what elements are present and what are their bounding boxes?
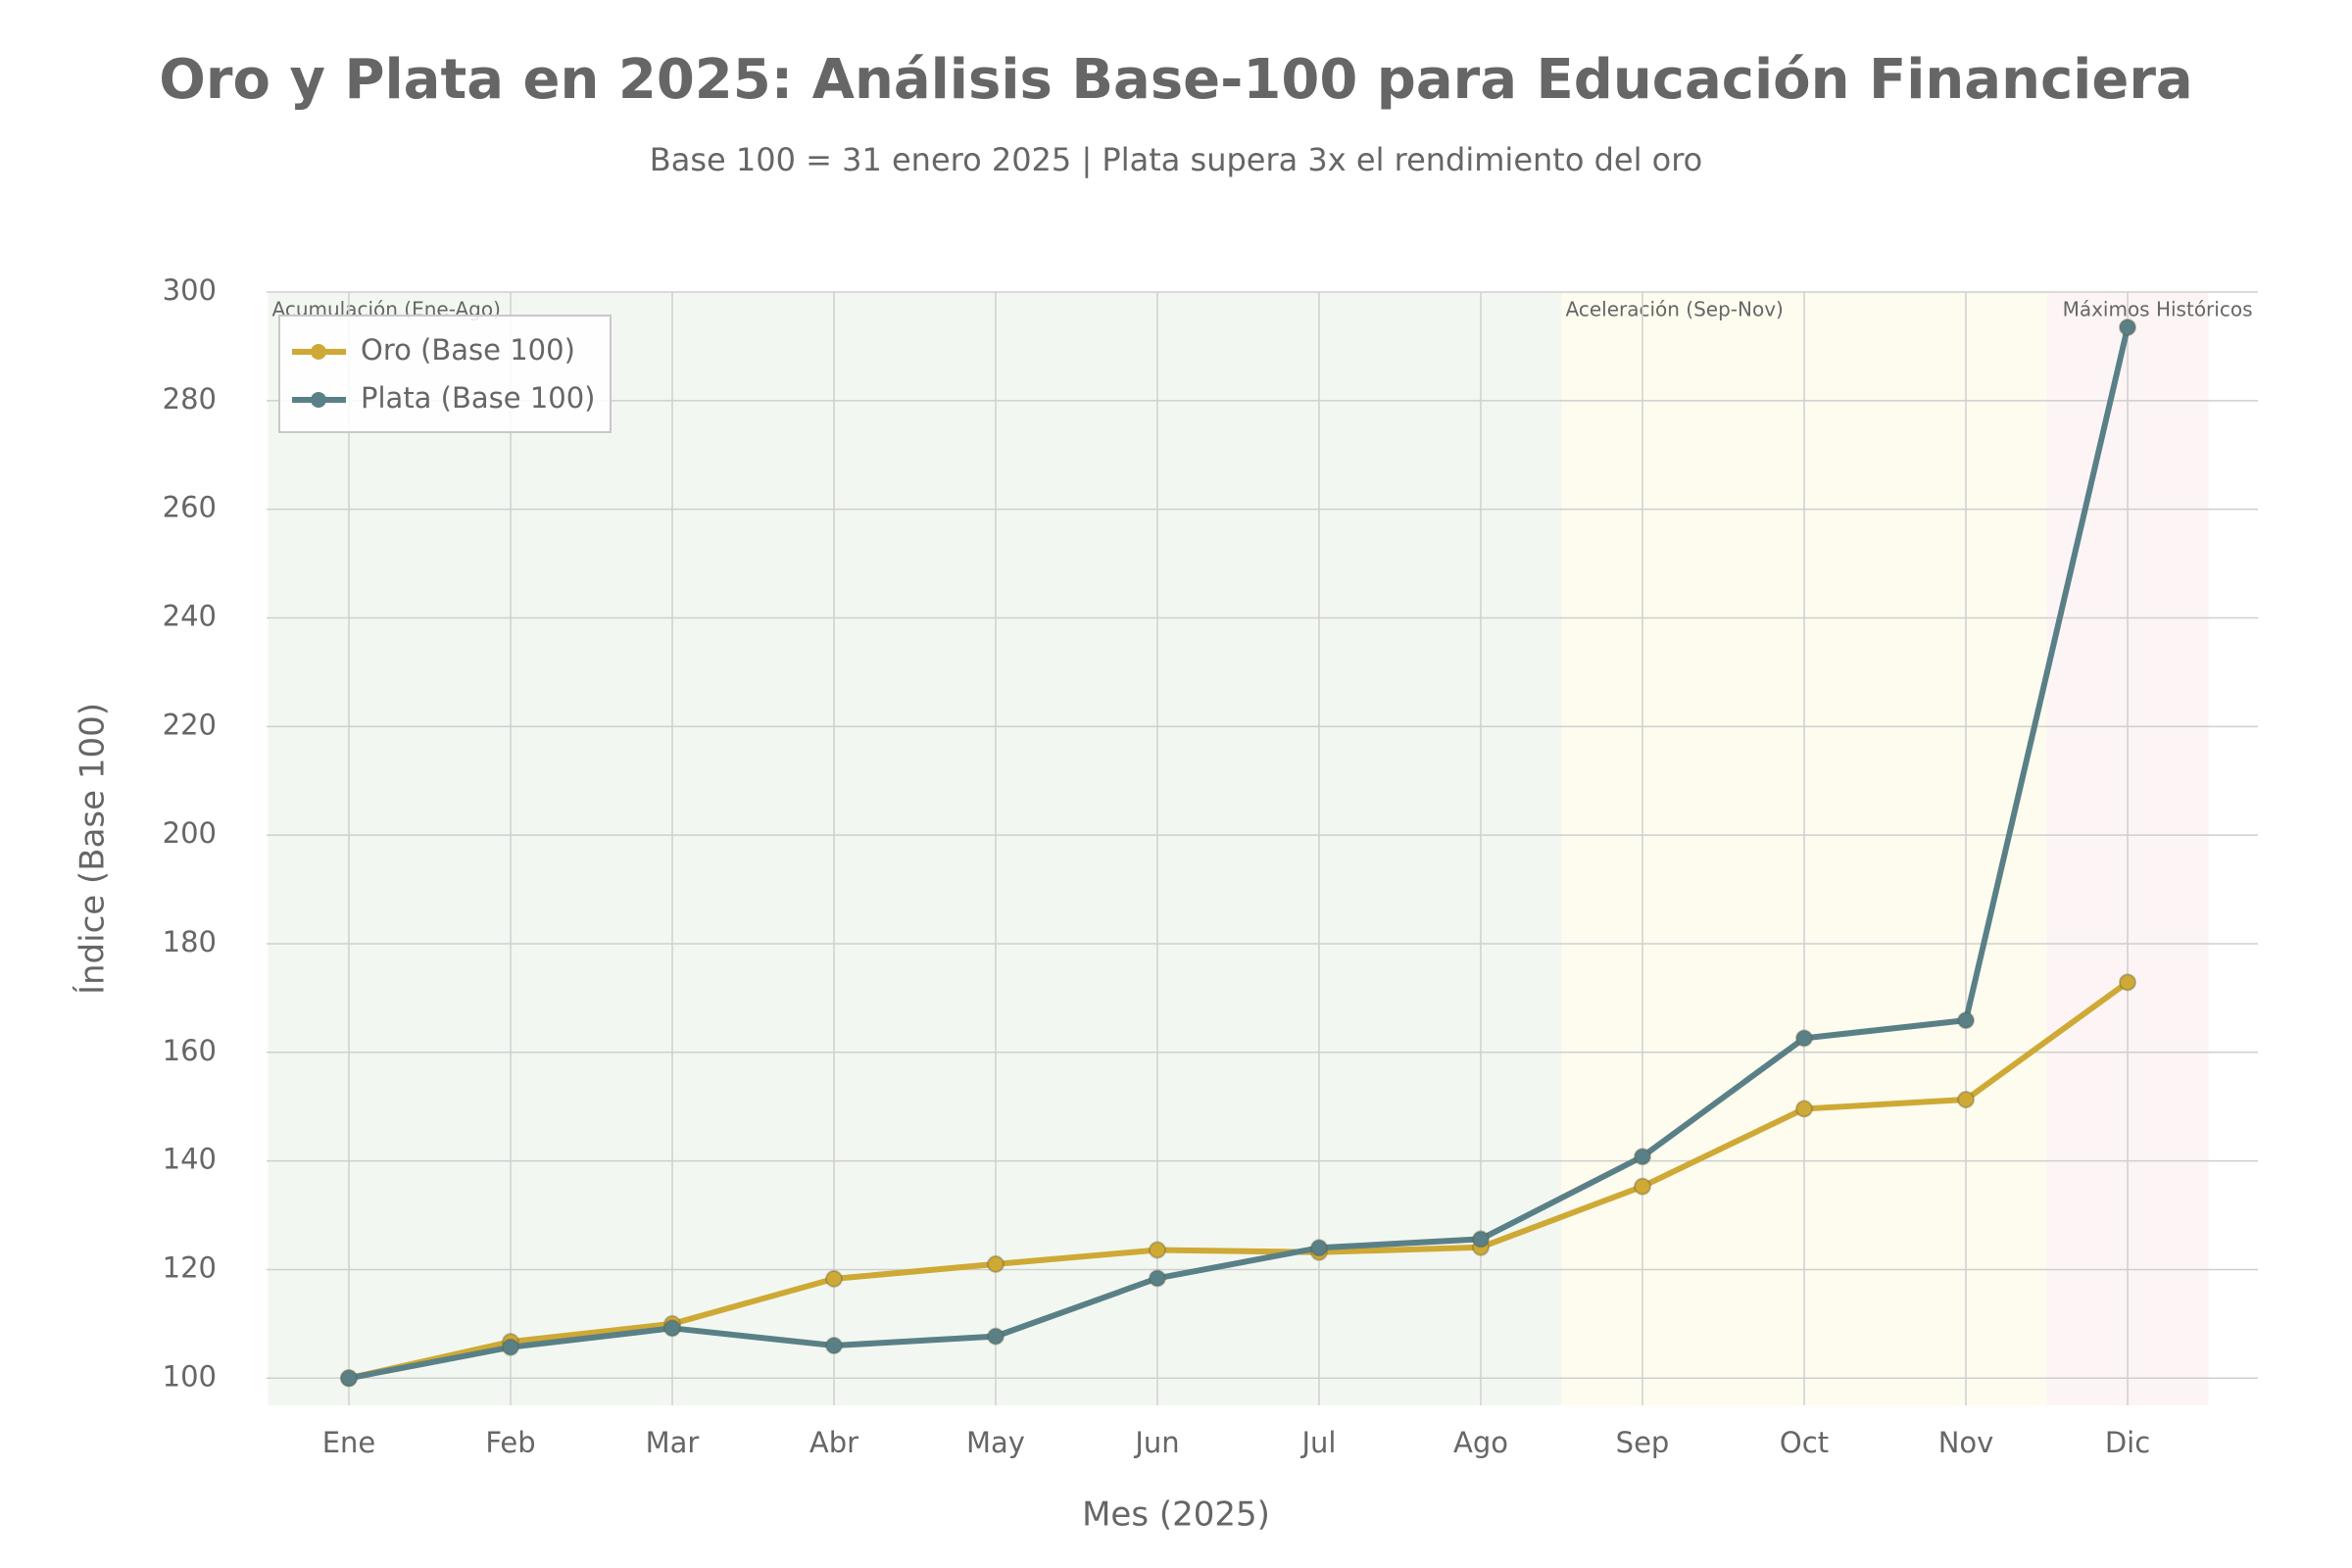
data-point (1634, 1177, 1651, 1196)
y-tick-label: 160 (163, 1034, 217, 1067)
y-tick-label: 120 (163, 1250, 217, 1284)
x-tick-label: Dic (2105, 1426, 2150, 1459)
x-axis-title: Mes (2025) (1082, 1495, 1270, 1535)
x-tick-label: Nov (1938, 1426, 1994, 1459)
y-tick-label: 200 (163, 816, 217, 850)
x-tick-label: Ene (322, 1426, 376, 1459)
y-tick-label: 100 (163, 1359, 217, 1393)
data-point (1472, 1230, 1490, 1249)
y-tick-label: 280 (163, 382, 217, 416)
x-tick-label: Jun (1133, 1426, 1179, 1459)
data-point (1310, 1239, 1328, 1257)
data-point (1957, 1091, 1975, 1109)
x-tick-label: Feb (485, 1426, 535, 1459)
x-tick-label: May (966, 1426, 1025, 1459)
data-point (502, 1338, 519, 1356)
chart-subtitle: Base 100 = 31 enero 2025 | Plata supera … (650, 141, 1703, 178)
legend: Oro (Base 100) Plata (Base 100) (278, 315, 612, 433)
y-tick-label: 300 (163, 273, 217, 307)
data-point (663, 1319, 681, 1338)
y-tick-label: 260 (163, 491, 217, 524)
legend-marker (311, 392, 326, 408)
x-tick-label: Abr (809, 1426, 858, 1459)
x-tick-label: Mar (646, 1426, 700, 1459)
y-tick-label: 240 (163, 599, 217, 632)
legend-box (278, 315, 612, 433)
x-tick-label: Jul (1300, 1426, 1337, 1459)
x-tick-label: Sep (1616, 1426, 1670, 1459)
data-point (2119, 318, 2136, 337)
y-tick-label: 140 (163, 1143, 217, 1176)
data-point (1957, 1011, 1975, 1030)
data-point (340, 1369, 358, 1388)
data-point (1795, 1100, 1813, 1118)
region-label: Máximos Históricos (2063, 298, 2253, 321)
y-tick-label: 220 (163, 708, 217, 741)
data-point (1149, 1241, 1166, 1259)
data-point (1149, 1269, 1166, 1288)
region-label: Aceleración (Sep-Nov) (1566, 298, 1784, 321)
legend-label: Oro (Base 100) (361, 333, 575, 367)
legend-marker (311, 344, 326, 360)
series-line (348, 326, 2131, 1382)
region (268, 292, 1562, 1405)
y-axis-title: Índice (Base 100) (73, 703, 113, 995)
legend-label: Plata (Base 100) (361, 381, 596, 415)
data-point (987, 1254, 1004, 1273)
chart-title: Oro y Plata en 2025: Análisis Base-100 p… (159, 48, 2192, 112)
x-tick-label: Oct (1780, 1426, 1829, 1459)
data-point (825, 1337, 843, 1355)
data-point (2119, 973, 2136, 992)
data-point (1634, 1148, 1651, 1166)
x-tick-label: Ago (1453, 1426, 1508, 1459)
data-point (987, 1327, 1004, 1346)
data-point (1795, 1029, 1813, 1048)
series-line (348, 979, 2130, 1382)
data-point (825, 1269, 843, 1288)
y-tick-label: 180 (163, 925, 217, 958)
